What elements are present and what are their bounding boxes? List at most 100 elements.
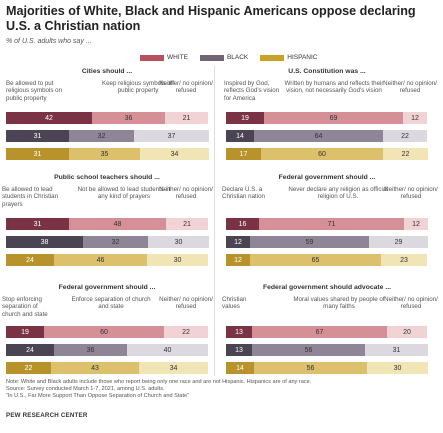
column-header: Not be allowed to lead students in any k…: [77, 186, 171, 201]
bar-value-label: 22: [401, 150, 410, 158]
bar-value-label: 60: [318, 150, 326, 158]
bar-segment: 22: [383, 130, 427, 142]
bar-value-label: 69: [329, 114, 338, 122]
report-title-line: “In U.S., Far More Support Than Oppose S…: [6, 393, 190, 400]
bar-value-label: 12: [411, 114, 419, 122]
bar-segment: 24: [6, 254, 54, 266]
bar-segment: 46: [54, 254, 147, 266]
bar-segment: 13: [226, 344, 252, 356]
panel-title: Cities should ...: [81, 68, 133, 75]
bar-value-label: 43: [91, 364, 99, 372]
bar-value-label: 36: [124, 114, 133, 122]
legend-item-black: BLACK: [199, 54, 248, 61]
column-header: Inspired by God, reflects God's vision f…: [224, 80, 280, 102]
bar-segment: 22: [164, 326, 208, 338]
source-label: PEW RESEARCH CENTER: [6, 412, 88, 419]
bar-segment: 36: [54, 344, 127, 356]
bar-value-label: 14: [236, 132, 244, 140]
bar-value-label: 32: [111, 238, 120, 246]
bar-value-label: 34: [169, 364, 178, 372]
legend: WHITE BLACK HISPANIC: [140, 54, 324, 61]
bar-segment: 32: [83, 236, 148, 248]
bar-value-label: 12: [234, 256, 242, 264]
bar-segment: 34: [140, 148, 209, 160]
panel-title: Federal government should advocate ...: [262, 284, 392, 291]
bar-value-label: 60: [100, 328, 108, 336]
bar-value-label: 30: [174, 238, 183, 246]
column-header: Declare U.S. a Christian nation: [222, 186, 265, 201]
bar-segment: 32: [69, 130, 134, 142]
bar-segment: 31: [6, 148, 69, 160]
bar-segment: 42: [6, 112, 92, 124]
bar-segment: 19: [6, 326, 44, 338]
column-header: Written by humans and reflects their vis…: [284, 80, 384, 95]
bar-value-label: 19: [241, 114, 249, 122]
bar-value-label: 48: [113, 220, 122, 228]
bar-value-label: 24: [26, 256, 34, 264]
bar-value-label: 31: [33, 150, 42, 158]
bar-segment: 71: [259, 218, 404, 230]
bar-segment: 16: [226, 218, 259, 230]
bar-segment: 21: [166, 218, 208, 230]
bar-value-label: 22: [182, 328, 190, 336]
bar-value-label: 37: [167, 132, 176, 140]
column-header: Be allowed to lead students in Christian…: [2, 186, 59, 208]
bar-value-label: 35: [100, 150, 109, 158]
column-header: Enforce separation of church and state: [71, 296, 151, 311]
source-line: Source: Survey conducted March 1-7, 2021…: [6, 386, 165, 393]
bar-value-label: 56: [304, 346, 313, 354]
bar-segment: 40: [127, 344, 208, 356]
panel-title: Federal government should ...: [58, 284, 156, 291]
bar-segment: 22: [383, 148, 428, 160]
bar-value-label: 22: [24, 364, 33, 372]
bar-segment: 30: [147, 254, 208, 266]
bar-segment: 30: [148, 236, 209, 248]
column-header: Never declare any religion as official r…: [288, 186, 388, 201]
bar-segment: 24: [6, 344, 54, 356]
bar-value-label: 31: [33, 132, 42, 140]
bar-value-label: 40: [163, 346, 172, 354]
bar-segment: 21: [165, 112, 208, 124]
bar-segment: 56: [254, 362, 367, 374]
bar-segment: 56: [252, 344, 365, 356]
column-header: Neither/ no opinion/ refused: [383, 80, 437, 95]
column-header: Stop enforcing separation of church and …: [2, 296, 48, 318]
notes: Note: White and Black adults include tho…: [6, 379, 436, 401]
bar-value-label: 67: [315, 328, 324, 336]
bar-segment: 38: [6, 236, 83, 248]
page-title: Majorities of White, Black and Hispanic …: [6, 4, 416, 33]
note-line: Note: White and Black adults include tho…: [6, 379, 312, 385]
bar-segment: 34: [139, 362, 208, 374]
bar-value-label: 29: [394, 238, 403, 246]
column-header: Christian values: [222, 296, 247, 311]
legend-item-white: WHITE: [140, 54, 188, 61]
bar-segment: 35: [69, 148, 140, 160]
legend-swatch-white: [140, 54, 164, 61]
bar-segment: 12: [226, 236, 250, 248]
bar-value-label: 42: [45, 114, 53, 122]
bar-value-label: 32: [97, 132, 106, 140]
subtitle: % of U.S. adults who say ...: [6, 38, 92, 45]
bar-segment: 60: [44, 326, 164, 338]
bar-value-label: 71: [327, 220, 336, 228]
bar-value-label: 23: [400, 256, 408, 264]
bar-segment: 69: [264, 112, 403, 124]
bar-segment: 48: [69, 218, 166, 230]
bar-segment: 64: [254, 130, 383, 142]
bar-segment: 17: [226, 148, 261, 160]
column-header: Neither/ no opinion/ refused: [159, 186, 213, 201]
column-header: Moral values shared by people of many fa…: [293, 296, 385, 311]
bar-value-label: 17: [239, 150, 248, 158]
legend-label-white: WHITE: [167, 54, 188, 61]
bar-segment: 31: [6, 218, 69, 230]
bar-value-label: 13: [235, 328, 243, 336]
bar-segment: 12: [403, 112, 427, 124]
bar-value-label: 24: [26, 346, 34, 354]
bar-segment: 31: [365, 344, 428, 356]
bar-segment: 14: [226, 130, 254, 142]
bar-value-label: 36: [86, 346, 95, 354]
bar-segment: 59: [250, 236, 369, 248]
bar-segment: 19: [226, 112, 264, 124]
bar-value-label: 34: [170, 150, 179, 158]
bar-segment: 12: [226, 254, 250, 266]
